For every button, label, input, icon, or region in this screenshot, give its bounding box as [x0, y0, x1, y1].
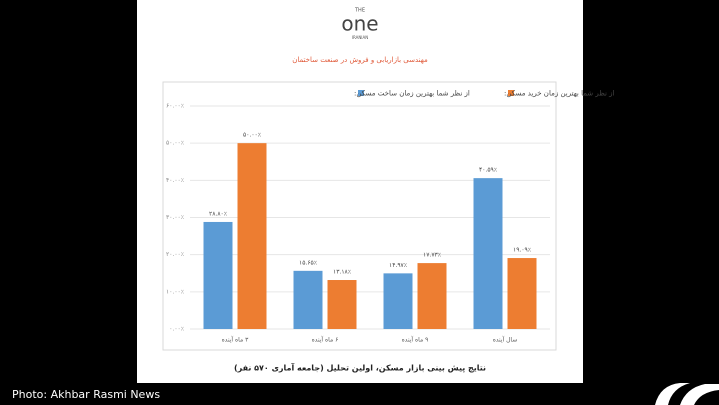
bar — [473, 178, 503, 329]
bar — [327, 280, 357, 329]
x-tick-label: ۳ ماه آینده — [222, 335, 249, 344]
bar — [293, 270, 323, 329]
y-tick-label: ۳۰.۰۰٪ — [166, 214, 184, 221]
logo-top: THE — [354, 8, 365, 14]
caption: نتایج پیش بینی بازار مسکن، اولین تحلیل (… — [234, 363, 486, 374]
x-tick-label: ۹ ماه آینده — [402, 335, 429, 344]
value-label: ۴۰.۵۹٪ — [479, 167, 497, 174]
y-tick-label: ۶۰.۰۰٪ — [166, 103, 184, 110]
photo-credit: Photo: Akhbar Rasmi News — [12, 388, 160, 401]
y-tick-label: ۴۰.۰۰٪ — [166, 177, 184, 184]
value-label: ۱۵.۶۵٪ — [299, 259, 317, 266]
value-label: ۱۹.۰۹٪ — [513, 247, 531, 254]
value-label: ۲۸.۸۰٪ — [209, 210, 227, 217]
value-label: ۱۳.۱۸٪ — [333, 269, 351, 276]
y-tick-label: ۰.۰۰٪ — [169, 326, 184, 333]
y-tick-label: ۵۰.۰۰٪ — [166, 140, 184, 147]
legend-label: از نظر شما بهترین زمان ساخت مسکن: — [354, 90, 470, 98]
value-label: ۱۴.۹۷٪ — [389, 262, 407, 269]
bar — [203, 221, 233, 329]
legend-swatch — [358, 90, 364, 96]
y-tick-label: ۱۰.۰۰٪ — [166, 288, 184, 295]
value-label: ۵۰.۰۰٪ — [243, 132, 261, 139]
y-tick-label: ۲۰.۰۰٪ — [166, 251, 184, 258]
x-tick-label: ۶ ماه آینده — [312, 335, 339, 344]
tagline: مهندسی بازاریابی و فروش در صنعت ساختمان — [292, 56, 428, 64]
legend-label: از نظر شما بهترین زمان خرید مسکن: — [504, 90, 615, 98]
logo-main: one — [341, 12, 378, 36]
value-label: ۱۷.۷۳٪ — [423, 252, 441, 259]
corner-logo — [655, 383, 719, 405]
legend-swatch — [508, 90, 514, 96]
bar — [383, 273, 413, 329]
bar — [237, 143, 267, 329]
logo-bottom: IRANIAN — [352, 35, 368, 40]
bar — [417, 263, 447, 329]
bar — [507, 258, 537, 329]
x-tick-label: سال آینده — [493, 335, 518, 344]
